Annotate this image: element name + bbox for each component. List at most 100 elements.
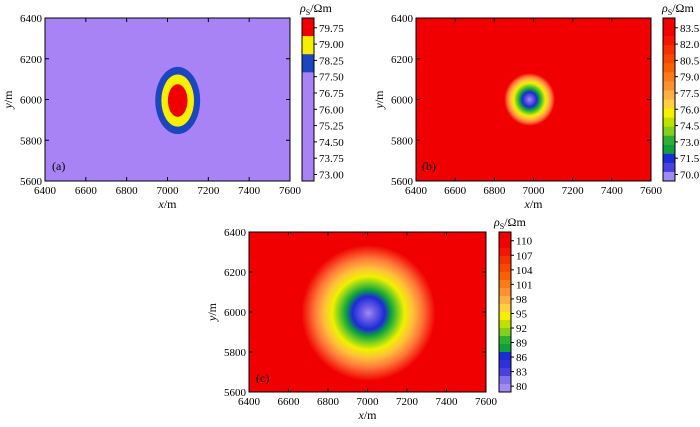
colorbar-tick-label: 83.5 xyxy=(680,23,700,35)
x-tick-label: 6600 xyxy=(75,185,98,197)
x-tick-label: 6600 xyxy=(278,396,301,408)
colorbar-segment xyxy=(663,36,675,46)
colorbar-title: ρS/Ωm xyxy=(661,1,694,17)
colorbar-tick-label: 86 xyxy=(516,352,528,364)
x-tick-label: 6400 xyxy=(405,185,428,197)
colorbar-tick-label: 77.50 xyxy=(319,72,344,84)
colorbar-segment xyxy=(302,162,314,182)
y-axis-label: y/m xyxy=(1,90,15,110)
panel-tag: (a) xyxy=(52,159,65,173)
colorbar-tick-label: 79.0 xyxy=(680,72,700,84)
colorbar-segment xyxy=(302,72,314,91)
x-tick-label: 6800 xyxy=(116,185,139,197)
colorbar-segment xyxy=(499,288,511,297)
colorbar-segment xyxy=(663,126,675,137)
colorbar-segment xyxy=(302,36,314,55)
y-tick-label: 6200 xyxy=(20,54,43,66)
colorbar-segment xyxy=(663,171,675,182)
x-tick-label: 7000 xyxy=(523,185,546,197)
y-tick-label: 5600 xyxy=(20,176,43,188)
panel-c: 6400 6600 6800 7000 7200 7400 7600 5600 5800 6000… xyxy=(205,215,533,422)
colorbar-tick-label: 74.50 xyxy=(319,137,344,149)
colorbar-segment xyxy=(663,54,675,64)
y-tick-label: 6400 xyxy=(224,227,247,239)
x-axis-label: x/m xyxy=(358,408,378,422)
x-tick-label: 7000 xyxy=(357,396,380,408)
anomaly-field xyxy=(301,245,436,381)
colorbar-tick-label: 74.5 xyxy=(680,121,700,133)
colorbar-tick-label: 110 xyxy=(516,236,533,248)
colorbar-segment xyxy=(663,90,675,100)
colorbar-tick-label: 80 xyxy=(516,381,528,393)
panel-b: 6400 6600 6800 7000 7200 7400 7600 5600 5800 6000… xyxy=(372,1,700,211)
x-tick-label: 7400 xyxy=(601,185,624,197)
colorbar-segment xyxy=(499,368,511,377)
colorbar-segment xyxy=(663,18,675,28)
colorbar-segment xyxy=(499,240,511,249)
colorbar-tick-label: 79.00 xyxy=(319,39,344,51)
y-tick-label: 6400 xyxy=(391,13,414,25)
colorbar-segment xyxy=(499,272,511,281)
colorbar-tick-label: 107 xyxy=(516,250,533,262)
colorbar-segment xyxy=(663,117,675,128)
colorbar-segment xyxy=(302,18,314,37)
colorbar-tick-label: 89 xyxy=(516,338,528,350)
colorbar-tick-label: 76.0 xyxy=(680,104,700,116)
colorbar-segment xyxy=(499,312,511,321)
panel-tag: (b) xyxy=(422,159,436,173)
colorbar-segment xyxy=(302,90,314,110)
colorbar-segment xyxy=(663,63,675,73)
y-axis-label: y/m xyxy=(372,90,386,110)
panel-a: 6400 6600 6800 7000 7200 7400 7600 5600 5800 6000… xyxy=(1,1,344,211)
x-tick-label: 7000 xyxy=(157,185,180,197)
colorbar-segment xyxy=(663,144,675,155)
y-tick-label: 6200 xyxy=(391,54,414,66)
y-tick-label: 6200 xyxy=(224,267,247,279)
colorbar-segment xyxy=(499,256,511,265)
x-tick-label: 7400 xyxy=(238,185,261,197)
colorbar-frame xyxy=(662,17,676,182)
x-tick-label: 7200 xyxy=(197,185,220,197)
x-tick-label: 7600 xyxy=(279,185,302,197)
y-tick-label: 6400 xyxy=(20,13,43,25)
x-tick-label: 6400 xyxy=(238,396,261,408)
anomaly-field xyxy=(504,73,556,126)
y-tick-label: 5600 xyxy=(224,387,247,399)
y-tick-label: 5800 xyxy=(20,135,43,147)
colorbar: 83.5 82.0 80.5 79.0 77.5 76.0 74.5 73.0 71.5 70.0 xyxy=(662,17,700,182)
colorbar: 79.75 79.00 78.25 77.50 76.75 76.00 75.25 74.50… xyxy=(301,17,344,182)
colorbar-segment xyxy=(499,360,511,369)
colorbar-tick-label: 104 xyxy=(516,265,533,277)
colorbar-segment xyxy=(663,99,675,110)
colorbar-frame xyxy=(301,17,315,182)
y-axis-label: y/m xyxy=(205,302,219,322)
colorbar-segment xyxy=(302,126,314,146)
colorbar-tick-label: 95 xyxy=(516,308,528,320)
colorbar-tick-label: 73.75 xyxy=(319,153,344,165)
colorbar-segment xyxy=(663,153,675,164)
colorbar-segment xyxy=(499,304,511,313)
x-tick-label: 6800 xyxy=(317,396,340,408)
colorbar-segment xyxy=(499,296,511,305)
x-tick-label: 6600 xyxy=(444,185,467,197)
colorbar-tick-label: 76.75 xyxy=(319,88,344,100)
colorbar-frame xyxy=(498,231,512,393)
colorbar-segment xyxy=(499,344,511,353)
colorbar-segment xyxy=(663,162,675,173)
colorbar-title: ρS/Ωm xyxy=(299,1,332,17)
colorbar-title: ρS/Ωm xyxy=(493,215,526,231)
y-tick-label: 6000 xyxy=(391,95,414,107)
x-tick-label: 7200 xyxy=(396,396,419,408)
anomaly-field xyxy=(155,66,201,135)
colorbar-segment xyxy=(302,108,314,128)
colorbar-segment xyxy=(663,81,675,91)
colorbar-tick-label: 77.5 xyxy=(680,88,700,100)
colorbar-segment xyxy=(499,328,511,337)
colorbar-tick-label: 98 xyxy=(516,294,528,306)
y-tick-label: 6000 xyxy=(224,307,247,319)
colorbar-segment xyxy=(499,336,511,345)
colorbar-tick-label: 92 xyxy=(516,323,527,335)
y-tick-label: 5800 xyxy=(224,347,247,359)
colorbar-tick-label: 71.5 xyxy=(680,153,700,165)
